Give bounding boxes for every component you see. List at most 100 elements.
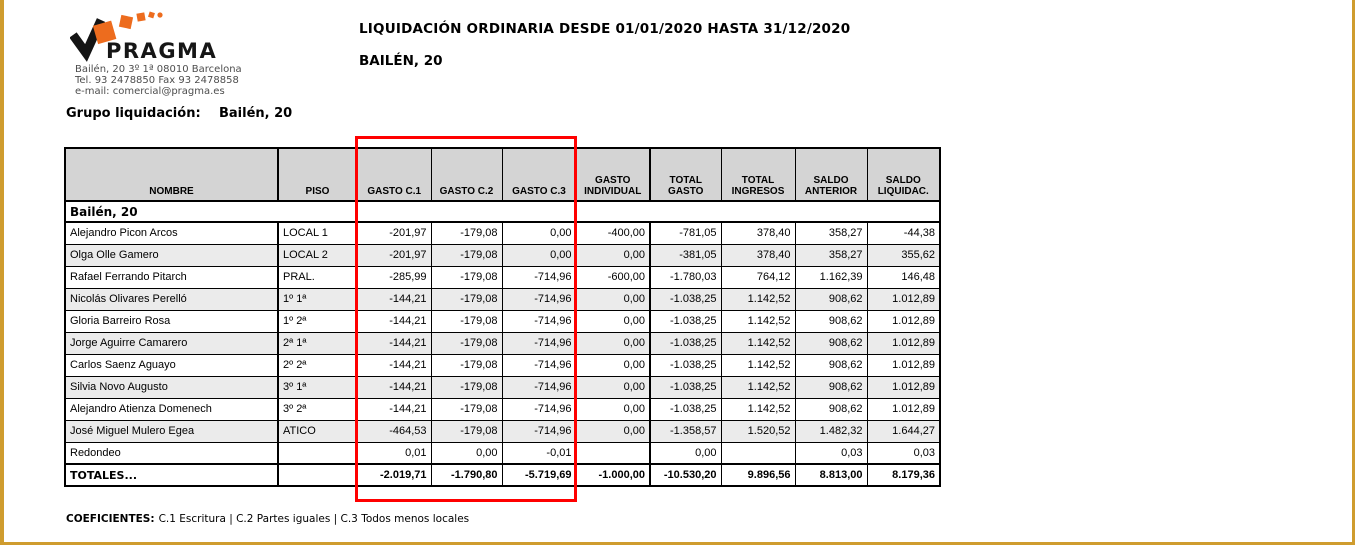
value-cell: -44,38 xyxy=(866,221,941,245)
table-header-row: NOMBRE PISO GASTO C.1 GASTO C.2 GASTO C.3 GAS… xyxy=(64,147,941,202)
value-cell: 0,01 xyxy=(356,441,432,465)
table-row: Carlos Saenz Aguayo 2º 2ª -144,21 -179,08 -7… xyxy=(64,353,941,377)
name-cell: TOTALES... xyxy=(64,463,279,487)
value-cell: -1.000,00 xyxy=(575,463,651,487)
address-line-1: Bailén, 20 3º 1ª 08010 Barcelona xyxy=(75,64,242,75)
value-cell: 0,00 xyxy=(575,375,651,399)
value-cell: -714,96 xyxy=(501,375,577,399)
value-cell xyxy=(720,441,796,465)
value-cell: 1.162,39 xyxy=(794,265,868,289)
value-cell: 1.520,52 xyxy=(720,419,796,443)
value-cell: 1.012,89 xyxy=(866,309,941,333)
value-cell: -144,21 xyxy=(356,353,432,377)
section-row: Bailén, 20 xyxy=(64,200,941,223)
column-header: TOTAL INGRESOS xyxy=(720,147,796,202)
value-cell: -714,96 xyxy=(501,419,577,443)
value-cell: 0,03 xyxy=(794,441,868,465)
value-cell: -464,53 xyxy=(356,419,432,443)
value-cell: 1.012,89 xyxy=(866,353,941,377)
table-row: Alejandro Picon Arcos LOCAL 1 -201,97 -179,… xyxy=(64,221,941,245)
group-label: Grupo liquidación: xyxy=(66,106,201,121)
value-cell: 1.012,89 xyxy=(866,331,941,355)
table-row: Olga Olle Gamero LOCAL 2 -201,97 -179,08 0,0… xyxy=(64,243,941,267)
value-cell: -1.038,25 xyxy=(649,287,722,311)
piso-cell: 1º 1ª xyxy=(277,287,358,311)
value-cell: 0,00 xyxy=(501,243,577,267)
address-line-2: Tel. 93 2478850 Fax 93 2478858 xyxy=(75,75,239,86)
value-cell: 0,00 xyxy=(575,419,651,443)
value-cell: -781,05 xyxy=(649,221,722,245)
column-header: GASTO C.3 xyxy=(501,147,577,202)
table-row: Rafael Ferrando Pitarch PRAL. -285,99 -179,… xyxy=(64,265,941,289)
table-row: Alejandro Atienza Domenech 3º 2ª -144,21 -1… xyxy=(64,397,941,421)
value-cell: -400,00 xyxy=(575,221,651,245)
value-cell: 0,00 xyxy=(575,331,651,355)
value-cell: -179,08 xyxy=(430,331,503,355)
value-cell: 1.012,89 xyxy=(866,375,941,399)
coefficients-label: COEFICIENTES: xyxy=(66,513,155,525)
group-value: Bailén, 20 xyxy=(219,106,293,121)
document-subtitle: BAILÉN, 20 xyxy=(359,53,443,69)
value-cell: 1.142,52 xyxy=(720,353,796,377)
logo-diamond-large xyxy=(92,20,117,45)
redondeo-row: Redondeo 0,01 0,00 -0,01 0,00 0,03 0,03 xyxy=(64,441,941,465)
value-cell: -1.038,25 xyxy=(649,353,722,377)
value-cell: -144,21 xyxy=(356,375,432,399)
table-body: Bailén, 20 Alejandro Picon Arcos LOCAL 1 -2… xyxy=(64,200,941,487)
table-row: José Miguel Mulero Egea ATICO -464,53 -179,… xyxy=(64,419,941,443)
value-cell: -1.038,25 xyxy=(649,375,722,399)
company-address: Bailén, 20 3º 1ª 08010 Barcelona Tel. 93… xyxy=(75,64,242,97)
value-cell: 8.813,00 xyxy=(794,463,868,487)
value-cell: -2.019,71 xyxy=(356,463,432,487)
piso-cell: 2º 2ª xyxy=(277,353,358,377)
value-cell: -201,97 xyxy=(356,243,432,267)
table-row: Jorge Aguirre Camarero 2ª 1ª -144,21 -179,0… xyxy=(64,331,941,355)
column-header: NOMBRE xyxy=(64,147,279,202)
name-cell: Gloria Barreiro Rosa xyxy=(64,309,279,333)
value-cell: -179,08 xyxy=(430,419,503,443)
logo-diamond-small xyxy=(136,12,146,22)
value-cell: 908,62 xyxy=(794,309,868,333)
value-cell: 908,62 xyxy=(794,287,868,311)
value-cell: 1.012,89 xyxy=(866,287,941,311)
value-cell: 0,03 xyxy=(866,441,941,465)
table-row: Nicolás Olivares Perelló 1º 1ª -144,21 -179… xyxy=(64,287,941,311)
column-header: TOTAL GASTO xyxy=(649,147,722,202)
table-header: NOMBRE PISO GASTO C.1 GASTO C.2 GASTO C.3 GAS… xyxy=(64,147,941,202)
value-cell: -179,08 xyxy=(430,397,503,421)
value-cell: -1.780,03 xyxy=(649,265,722,289)
value-cell xyxy=(575,441,651,465)
table-row: Gloria Barreiro Rosa 1º 2ª -144,21 -179,08-… xyxy=(64,309,941,333)
value-cell: -179,08 xyxy=(430,309,503,333)
table-row: Silvia Novo Augusto 3º 1ª -144,21 -179,08 -7… xyxy=(64,375,941,399)
value-cell: 358,27 xyxy=(794,243,868,267)
piso-cell xyxy=(277,463,358,487)
column-header: SALDO LIQUIDAC. xyxy=(866,147,941,202)
piso-cell: 1º 2ª xyxy=(277,309,358,333)
value-cell: -201,97 xyxy=(356,221,432,245)
value-cell: 908,62 xyxy=(794,353,868,377)
piso-cell: 3º 1ª xyxy=(277,375,358,399)
value-cell: -1.038,25 xyxy=(649,397,722,421)
value-cell: 908,62 xyxy=(794,397,868,421)
value-cell: 355,62 xyxy=(866,243,941,267)
liquidation-table: NOMBRE PISO GASTO C.1 GASTO C.2 GASTO C.3 GAS… xyxy=(64,147,941,487)
value-cell: 1.142,52 xyxy=(720,375,796,399)
value-cell: -179,08 xyxy=(430,265,503,289)
value-cell: -1.038,25 xyxy=(649,309,722,333)
name-cell: Alejandro Atienza Domenech xyxy=(64,397,279,421)
value-cell: -144,21 xyxy=(356,287,432,311)
group-liquidation-line: Grupo liquidación: Bailén, 20 xyxy=(66,106,566,121)
name-cell: Silvia Novo Augusto xyxy=(64,375,279,399)
value-cell: -714,96 xyxy=(501,265,577,289)
value-cell: -179,08 xyxy=(430,221,503,245)
value-cell: -179,08 xyxy=(430,287,503,311)
value-cell: 9.896,56 xyxy=(720,463,796,487)
value-cell: 0,00 xyxy=(430,441,503,465)
piso-cell: LOCAL 2 xyxy=(277,243,358,267)
name-cell: Nicolás Olivares Perelló xyxy=(64,287,279,311)
piso-cell: PRAL. xyxy=(277,265,358,289)
value-cell: -714,96 xyxy=(501,397,577,421)
section-title: Bailén, 20 xyxy=(64,200,941,223)
